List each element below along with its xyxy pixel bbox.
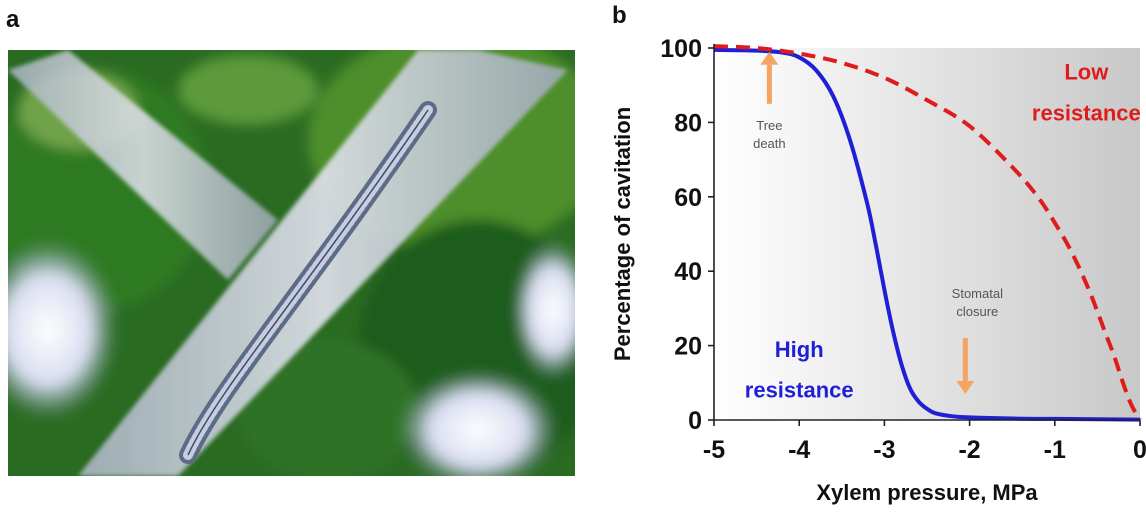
series-label-low-line2: resistance: [1032, 101, 1141, 126]
y-tick-label: 20: [674, 333, 702, 361]
plot-background: [714, 48, 1140, 420]
annotation-label-line2: death: [753, 136, 786, 151]
annotation-label-line2: closure: [956, 304, 998, 319]
series-line-high-resistance: [714, 47, 1141, 422]
annotation-label-line1: Stomatal: [952, 286, 1003, 301]
y-axis-title: Percentage of cavitation: [610, 107, 635, 361]
x-tick-label: -4: [788, 436, 810, 464]
x-tick-label: -3: [873, 436, 895, 464]
y-tick-label: 60: [674, 184, 702, 212]
annotation-arrow-head: [760, 51, 779, 65]
series-label-low-line1: Low: [1064, 60, 1109, 85]
micrograph-image: [8, 50, 575, 476]
panel-a-letter: a: [6, 6, 20, 33]
x-axis-title: Xylem pressure, MPa: [816, 480, 1038, 505]
panel-b-letter: b: [612, 2, 627, 29]
cavitation-chart: 0 20 40 60 80 100 -5 -4 -3 -2 -1 0 Xylem pressure, …: [600, 35, 1146, 509]
series-label-high-line2: resistance: [745, 378, 854, 403]
x-tick-label: -1: [1044, 436, 1066, 464]
x-tick-label: 0: [1133, 436, 1146, 464]
series-label-high-line1: High: [775, 337, 824, 362]
y-tick-label: 100: [660, 36, 702, 63]
y-tick-label: 0: [688, 407, 702, 435]
chart-svg: 0 20 40 60 80 100 -5 -4 -3 -2 -1 0 Xylem pressure, …: [610, 35, 1146, 505]
xylem-vessel-micrograph: [8, 50, 575, 476]
series-line-low-resistance: [714, 44, 1142, 422]
annotation-label-line1: Tree: [756, 118, 782, 133]
x-tick-label: -2: [958, 436, 980, 464]
y-tick-label: 80: [674, 109, 702, 137]
x-tick-label: -5: [703, 436, 725, 464]
y-tick-label: 40: [674, 258, 702, 286]
annotation-arrow-head: [956, 380, 975, 394]
